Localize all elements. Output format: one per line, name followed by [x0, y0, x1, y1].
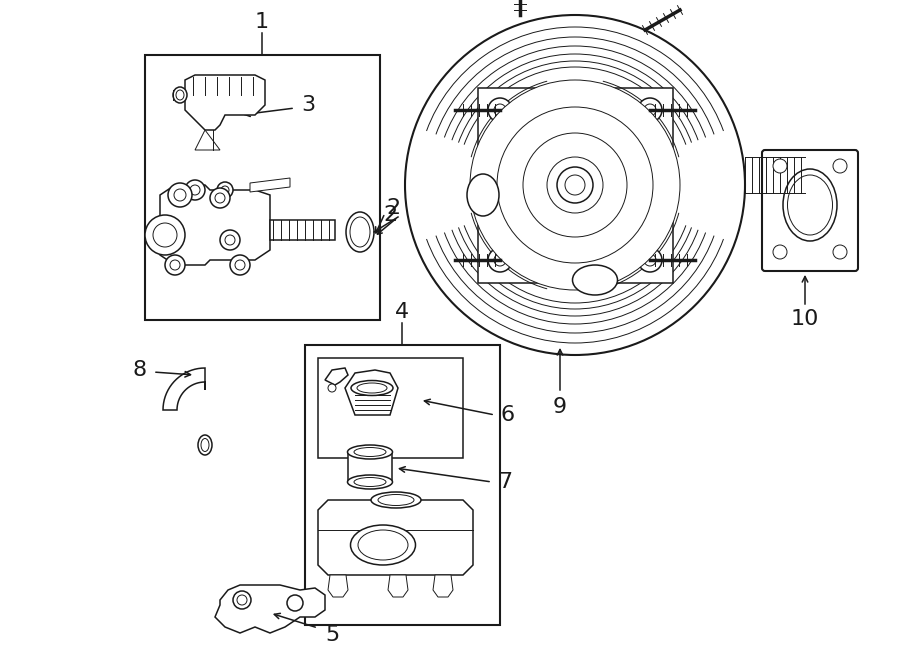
Ellipse shape: [354, 447, 386, 457]
Circle shape: [565, 175, 585, 195]
Circle shape: [174, 189, 186, 201]
Circle shape: [145, 215, 185, 255]
Circle shape: [233, 591, 251, 609]
Text: 2: 2: [382, 205, 397, 225]
Circle shape: [225, 235, 235, 245]
Circle shape: [170, 260, 180, 270]
Text: 7: 7: [498, 472, 512, 492]
Circle shape: [237, 595, 247, 605]
Ellipse shape: [347, 445, 392, 459]
FancyBboxPatch shape: [762, 150, 858, 271]
Polygon shape: [195, 130, 220, 150]
Text: 6: 6: [501, 405, 515, 425]
Ellipse shape: [351, 381, 393, 395]
Polygon shape: [388, 575, 408, 597]
Bar: [270, 220, 335, 240]
Circle shape: [165, 255, 185, 275]
Circle shape: [287, 595, 303, 611]
Circle shape: [470, 80, 680, 290]
Text: 2: 2: [386, 198, 400, 218]
Circle shape: [488, 248, 512, 272]
Circle shape: [773, 159, 787, 173]
Polygon shape: [185, 75, 265, 130]
Text: 1: 1: [255, 12, 269, 32]
Ellipse shape: [354, 477, 386, 486]
Circle shape: [644, 104, 656, 116]
Circle shape: [153, 223, 177, 247]
Circle shape: [497, 107, 653, 263]
Circle shape: [235, 260, 245, 270]
Ellipse shape: [358, 530, 408, 560]
Bar: [305, 345, 500, 625]
Circle shape: [230, 255, 250, 275]
Ellipse shape: [350, 525, 416, 565]
Bar: [478, 87, 672, 282]
Circle shape: [773, 245, 787, 259]
Polygon shape: [318, 500, 473, 575]
Ellipse shape: [371, 492, 421, 508]
Circle shape: [494, 104, 506, 116]
Ellipse shape: [346, 212, 374, 252]
Circle shape: [220, 230, 240, 250]
Ellipse shape: [198, 435, 212, 455]
Circle shape: [168, 183, 192, 207]
Polygon shape: [215, 585, 325, 633]
Ellipse shape: [176, 90, 184, 100]
Polygon shape: [328, 575, 348, 597]
Circle shape: [638, 248, 662, 272]
Circle shape: [405, 15, 745, 355]
Circle shape: [217, 182, 233, 198]
Circle shape: [644, 254, 656, 266]
Ellipse shape: [788, 175, 832, 235]
Text: 5: 5: [325, 625, 339, 645]
Polygon shape: [163, 368, 205, 410]
Ellipse shape: [378, 494, 414, 506]
Ellipse shape: [347, 475, 392, 489]
Text: 10: 10: [791, 309, 819, 329]
Ellipse shape: [783, 169, 837, 241]
Polygon shape: [160, 185, 270, 265]
Circle shape: [638, 98, 662, 122]
Text: 4: 4: [395, 302, 410, 322]
Polygon shape: [250, 178, 290, 192]
Circle shape: [833, 159, 847, 173]
Circle shape: [190, 185, 200, 195]
Circle shape: [185, 180, 205, 200]
Circle shape: [210, 188, 230, 208]
Circle shape: [221, 186, 229, 194]
Polygon shape: [345, 370, 398, 415]
Ellipse shape: [350, 217, 370, 247]
Bar: [145, 55, 380, 320]
Circle shape: [328, 384, 336, 392]
Circle shape: [494, 254, 506, 266]
Ellipse shape: [357, 383, 387, 393]
Polygon shape: [325, 368, 348, 385]
Text: 9: 9: [553, 397, 567, 417]
Circle shape: [215, 193, 225, 203]
Circle shape: [547, 157, 603, 213]
Ellipse shape: [572, 265, 617, 295]
Circle shape: [833, 245, 847, 259]
Circle shape: [523, 133, 627, 237]
Text: 8: 8: [133, 360, 147, 380]
Polygon shape: [433, 575, 453, 597]
Bar: [318, 358, 463, 458]
Circle shape: [488, 98, 512, 122]
Ellipse shape: [173, 87, 187, 103]
Ellipse shape: [467, 174, 499, 216]
Text: 3: 3: [301, 95, 315, 115]
Ellipse shape: [201, 438, 209, 451]
Circle shape: [557, 167, 593, 203]
Bar: [348, 452, 392, 482]
